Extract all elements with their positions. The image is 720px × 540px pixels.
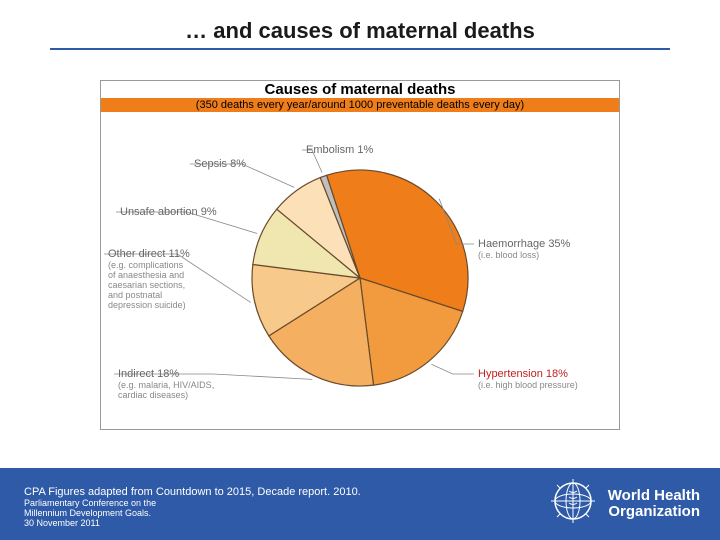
slice-label-unsafe-abortion: Unsafe abortion 9% [120, 206, 217, 218]
slice-label-hypertension: Hypertension 18%(i.e. high blood pressur… [478, 368, 578, 390]
who-logo: World Health Organization [549, 477, 700, 530]
slice-label-sepsis: Sepsis 8% [194, 158, 246, 170]
who-emblem-icon [549, 477, 597, 530]
cpa-prefix: CPA [24, 486, 48, 498]
conf-line-1: Parliamentary Conference on the [24, 498, 361, 508]
who-name-top: World Health [608, 488, 700, 504]
slice-label-other-direct: Other direct 11%(e.g. complications of a… [108, 248, 190, 310]
slice-label-indirect: Indirect 18%(e.g. malaria, HIV/AIDS, car… [118, 368, 214, 400]
conf-line-3: 30 November 2011 [24, 518, 361, 528]
source-line: Figures adapted from Countdown to 2015, … [48, 486, 360, 498]
who-name-bot: Organization [608, 504, 700, 520]
slice-label-haemorrhage: Haemorrhage 35%(i.e. blood loss) [478, 238, 570, 260]
footer-text: CPA Figures adapted from Countdown to 20… [24, 486, 361, 528]
conf-line-2: Millennium Development Goals. [24, 508, 361, 518]
pie-chart: Haemorrhage 35%(i.e. blood loss) Hyperten… [0, 0, 720, 540]
slice-label-embolism: Embolism 1% [306, 144, 373, 156]
